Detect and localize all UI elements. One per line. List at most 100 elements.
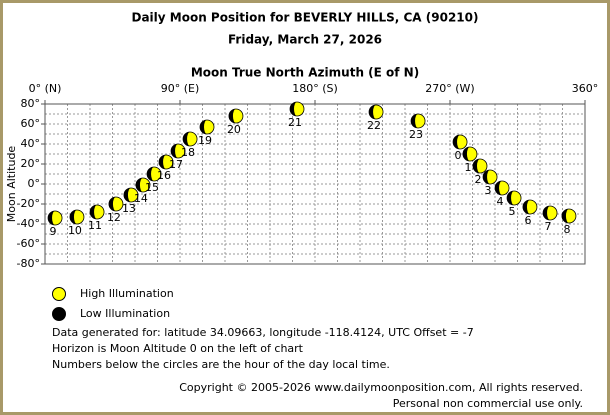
moon-point: [170, 143, 186, 159]
moon-dark: [462, 147, 470, 161]
moon-dark: [147, 167, 155, 181]
point-label: 9: [50, 225, 57, 238]
moon-point: [182, 131, 198, 147]
point-label: 12: [107, 211, 121, 224]
y-tick-label: -20°: [17, 197, 40, 210]
y-tick-label: 0°: [28, 177, 41, 190]
note: Horizon is Moon Altitude 0 on the left o…: [52, 342, 304, 355]
moon-dark: [183, 132, 191, 146]
moon-point: [135, 177, 151, 193]
moon-point: [47, 210, 63, 226]
point-label: 14: [134, 192, 148, 205]
moon-point: [494, 180, 510, 196]
point-label: 3: [485, 184, 492, 197]
point-label: 20: [227, 123, 241, 136]
x-tick-label: 180° (S): [292, 82, 338, 95]
y-tick-label: -40°: [17, 217, 40, 230]
moon-dark: [483, 170, 491, 184]
moon-dark: [522, 200, 530, 214]
note: Data generated for: latitude 34.09663, l…: [52, 326, 474, 339]
moon-point: [452, 134, 468, 150]
moon-point: [199, 119, 215, 135]
moon-point: [158, 154, 174, 170]
point-label: 11: [88, 219, 102, 232]
x-tick-label: 90° (E): [161, 82, 200, 95]
moon-dark: [171, 144, 179, 158]
moon-point: [228, 108, 244, 124]
point-label: 5: [509, 205, 516, 218]
moon-point: [462, 146, 478, 162]
moon-dark: [453, 135, 461, 149]
point-label: 19: [198, 134, 212, 147]
moon-point: [368, 104, 384, 120]
point-label: 16: [157, 169, 171, 182]
moon-dark: [108, 197, 116, 211]
moon-point: [108, 196, 124, 212]
legend-label: High Illumination: [80, 287, 174, 300]
point-label: 17: [169, 158, 183, 171]
copyright: Copyright © 2005-2026 www.dailymoonposit…: [179, 381, 583, 394]
x-tick-label: 270° (W): [425, 82, 474, 95]
moon-dark: [495, 181, 503, 195]
moon-point: [561, 208, 577, 224]
moon-dark: [561, 209, 569, 223]
note: Numbers below the circles are the hour o…: [52, 358, 390, 371]
point-label: 18: [181, 146, 195, 159]
moon-point: [89, 204, 105, 220]
chart-subtitle: Friday, March 27, 2026: [228, 33, 382, 47]
y-tick-label: 40°: [21, 137, 41, 150]
moon-dark: [123, 188, 131, 202]
point-label: 23: [409, 128, 423, 141]
moon-point: [482, 169, 498, 185]
moon-dark: [69, 210, 77, 224]
moon-point: [472, 158, 488, 174]
moon-dark: [473, 159, 480, 173]
moon-dark: [507, 191, 515, 205]
moon-dark: [411, 114, 419, 128]
moon-point: [146, 166, 162, 182]
copyright: Personal non commercial use only.: [393, 397, 583, 410]
moon-dark: [228, 109, 236, 123]
moon-point: [542, 205, 558, 221]
point-label: 22: [367, 119, 381, 132]
moon-dark: [159, 155, 167, 170]
y-tick-label: -60°: [17, 237, 40, 250]
point-label: 15: [145, 181, 159, 194]
moon-dark: [135, 178, 143, 192]
point-label: 2: [475, 173, 482, 186]
point-label: 21: [288, 116, 302, 129]
y-axis-title: Moon Altitude: [5, 146, 18, 223]
point-label: 6: [524, 214, 531, 227]
moon-point: [410, 113, 426, 129]
y-tick-label: 80°: [21, 97, 41, 110]
legend-label: Low Illumination: [80, 307, 170, 320]
point-label: 4: [497, 195, 504, 208]
point-label: 13: [122, 202, 136, 215]
moon-dark: [290, 102, 297, 116]
point-label: 8: [563, 223, 570, 236]
x-axis-title: Moon True North Azimuth (E of N): [191, 66, 419, 80]
moon-dark: [543, 206, 551, 220]
moon-dark: [200, 120, 207, 134]
moon-dark: [369, 105, 377, 119]
moon-dark: [90, 205, 98, 219]
x-tick-label: 0° (N): [29, 82, 62, 95]
y-tick-label: -80°: [17, 257, 40, 270]
point-label: 10: [68, 224, 82, 237]
chart-title: Daily Moon Position for BEVERLY HILLS, C…: [132, 11, 479, 25]
moon-point: [522, 199, 538, 215]
legend-swatch: [52, 307, 66, 321]
moon-point: [289, 101, 305, 117]
point-label: 0: [455, 149, 462, 162]
moon-dark: [48, 211, 56, 225]
y-tick-label: 20°: [21, 157, 41, 170]
x-tick-label: 360°: [572, 82, 599, 95]
y-tick-label: 60°: [21, 117, 41, 130]
moon-point: [69, 209, 85, 225]
legend-swatch: [52, 287, 66, 301]
point-label: 1: [464, 161, 471, 174]
moon-point: [506, 190, 522, 206]
point-label: 7: [545, 220, 552, 233]
moon-point: [123, 187, 139, 203]
